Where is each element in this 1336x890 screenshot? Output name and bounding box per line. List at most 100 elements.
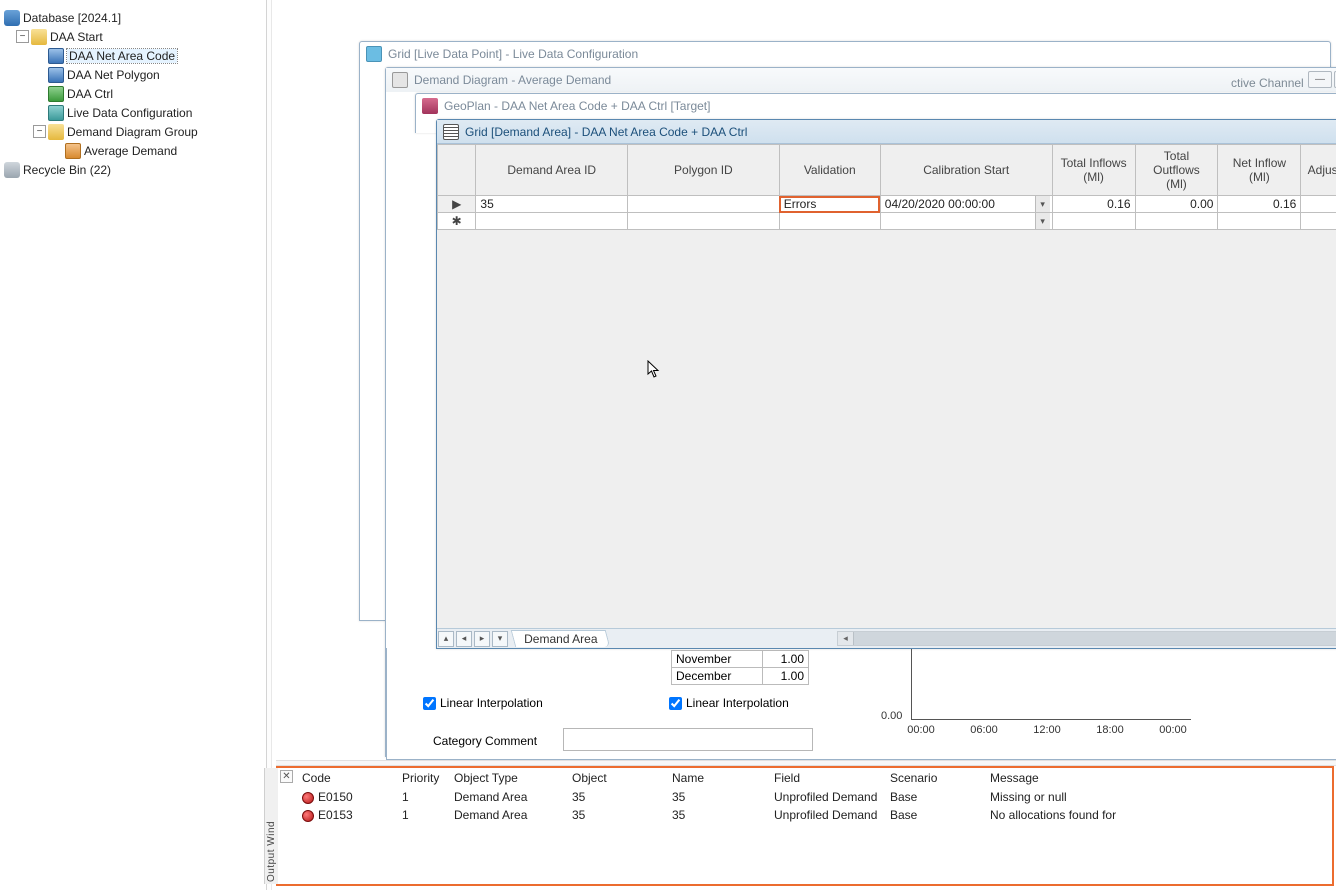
out-object-type: Demand Area bbox=[448, 806, 566, 824]
window-live-data-title-text: Grid [Live Data Point] - Live Data Confi… bbox=[388, 47, 638, 61]
out-object: 35 bbox=[566, 788, 666, 806]
cell-empty[interactable] bbox=[476, 213, 628, 230]
tree-live-data-cfg[interactable]: Live Data Configuration bbox=[4, 103, 266, 122]
col-validation[interactable]: Validation bbox=[779, 145, 880, 196]
window-grid-demand-area[interactable]: Grid [Demand Area] - DAA Net Area Code +… bbox=[436, 119, 1336, 649]
row-indicator-current[interactable]: ▶ bbox=[438, 196, 476, 213]
wifi-icon bbox=[366, 46, 382, 62]
window-grid-title[interactable]: Grid [Demand Area] - DAA Net Area Code +… bbox=[437, 120, 1336, 144]
cell-empty[interactable] bbox=[628, 213, 780, 230]
month-value[interactable]: 1.00 bbox=[763, 651, 809, 668]
out-col-scenario[interactable]: Scenario bbox=[884, 768, 984, 788]
grid-body: Demand Area ID Polygon ID Validation Cal… bbox=[437, 144, 1336, 628]
tree-ctrl-label: DAA Ctrl bbox=[67, 87, 113, 101]
cell-empty[interactable] bbox=[1301, 213, 1336, 230]
cell-empty-dd[interactable] bbox=[880, 213, 1052, 230]
tree-root[interactable]: Database [2024.1] bbox=[4, 8, 266, 27]
month-value[interactable]: 1.00 bbox=[763, 668, 809, 685]
mdi-area: ctive Channel ▼ Grid [Live Data Point] -… bbox=[276, 0, 1336, 760]
out-col-object-type[interactable]: Object Type bbox=[448, 768, 566, 788]
cell-polygon-id[interactable] bbox=[628, 196, 780, 213]
grid-bottom-bar: ▴ ◂ ▸ ▾ Demand Area ◂ bbox=[437, 628, 1336, 648]
output-close-button[interactable]: ✕ bbox=[280, 770, 293, 783]
folder-icon bbox=[48, 124, 64, 140]
col-adjusted[interactable]: Adjuste bbox=[1301, 145, 1336, 196]
linear-interpolation-checkbox-1[interactable]: Linear Interpolation bbox=[423, 696, 543, 710]
window-live-data-title[interactable]: Grid [Live Data Point] - Live Data Confi… bbox=[360, 42, 1330, 66]
out-col-priority[interactable]: Priority bbox=[396, 768, 448, 788]
out-col-name[interactable]: Name bbox=[666, 768, 768, 788]
cell-total-outflows[interactable]: 0.00 bbox=[1135, 196, 1218, 213]
tree-net-polygon[interactable]: DAA Net Polygon bbox=[4, 65, 266, 84]
output-row[interactable]: E0150 1 Demand Area 35 35 Unprofiled Dem… bbox=[296, 788, 1336, 806]
col-total-outflows[interactable]: Total Outflows (Ml) bbox=[1135, 145, 1218, 196]
cell-empty[interactable] bbox=[1052, 213, 1135, 230]
table-row[interactable]: November 1.00 bbox=[672, 651, 809, 668]
col-calibration-start[interactable]: Calibration Start bbox=[880, 145, 1052, 196]
sheet-tab-label: Demand Area bbox=[524, 632, 597, 646]
out-col-field[interactable]: Field bbox=[768, 768, 884, 788]
collapse-icon[interactable] bbox=[16, 30, 29, 43]
diagram-icon bbox=[65, 143, 81, 159]
output-row[interactable]: E0153 1 Demand Area 35 35 Unprofiled Dem… bbox=[296, 806, 1336, 824]
linear-checkbox[interactable] bbox=[423, 697, 436, 710]
sheet-tab-demand-area[interactable]: Demand Area bbox=[511, 630, 611, 647]
col-demand-area-id[interactable]: Demand Area ID bbox=[476, 145, 628, 196]
cell-demand-area-id[interactable]: 35 bbox=[476, 196, 628, 213]
window-demand-title-text: Demand Diagram - Average Demand bbox=[414, 73, 611, 87]
tree-recycle-bin[interactable]: Recycle Bin (22) bbox=[4, 160, 266, 179]
output-window-tab[interactable]: Output Wind bbox=[264, 768, 278, 884]
out-field: Unprofiled Demand bbox=[768, 788, 884, 806]
col-polygon-id[interactable]: Polygon ID bbox=[628, 145, 780, 196]
tree-avg-demand-label: Average Demand bbox=[84, 144, 177, 158]
row-indicator-new[interactable]: ✱ bbox=[438, 213, 476, 230]
nav-next-button[interactable]: ▸ bbox=[474, 631, 490, 647]
grid-corner[interactable] bbox=[438, 145, 476, 196]
cell-empty[interactable] bbox=[779, 213, 880, 230]
grid-new-row[interactable]: ✱ bbox=[438, 213, 1336, 230]
chart-x-tick: 18:00 bbox=[1096, 724, 1124, 736]
cell-calibration-start[interactable]: 04/20/2020 00:00:00 bbox=[880, 196, 1052, 213]
tree-demand-group[interactable]: Demand Diagram Group bbox=[4, 122, 266, 141]
tree-net-area-code[interactable]: DAA Net Area Code bbox=[4, 46, 266, 65]
demand-area-grid[interactable]: Demand Area ID Polygon ID Validation Cal… bbox=[437, 144, 1336, 230]
cell-net-inflow[interactable]: 0.16 bbox=[1218, 196, 1301, 213]
window-geoplan-title[interactable]: GeoPlan - DAA Net Area Code + DAA Ctrl [… bbox=[416, 94, 1336, 118]
cell-empty[interactable] bbox=[1218, 213, 1301, 230]
linear-checkbox[interactable] bbox=[669, 697, 682, 710]
nav-last-button[interactable]: ▾ bbox=[492, 631, 508, 647]
error-dot-icon bbox=[302, 810, 314, 822]
cell-total-inflows[interactable]: 0.16 bbox=[1052, 196, 1135, 213]
scroll-thumb[interactable] bbox=[853, 632, 1336, 645]
out-col-message[interactable]: Message bbox=[984, 768, 1336, 788]
category-comment-input[interactable] bbox=[563, 728, 813, 751]
col-total-inflows[interactable]: Total Inflows (Ml) bbox=[1052, 145, 1135, 196]
table-row[interactable]: December 1.00 bbox=[672, 668, 809, 685]
diagram-icon bbox=[392, 72, 408, 88]
nav-prev-button[interactable]: ◂ bbox=[456, 631, 472, 647]
out-col-object[interactable]: Object bbox=[566, 768, 666, 788]
tree-daa-start-label: DAA Start bbox=[50, 30, 103, 44]
tree-recycle-bin-label: Recycle Bin (22) bbox=[23, 163, 111, 177]
window-demand-title[interactable]: Demand Diagram - Average Demand bbox=[386, 68, 1336, 92]
month-factors-table: November 1.00 December 1.00 bbox=[671, 650, 809, 685]
tree-root-label: Database [2024.1] bbox=[23, 11, 121, 25]
collapse-icon[interactable] bbox=[33, 125, 46, 138]
linear-interpolation-checkbox-2[interactable]: Linear Interpolation bbox=[669, 696, 789, 710]
cell-empty[interactable] bbox=[1135, 213, 1218, 230]
tree-daa-start[interactable]: DAA Start bbox=[4, 27, 266, 46]
out-col-code[interactable]: Code bbox=[296, 768, 396, 788]
tree-ctrl[interactable]: DAA Ctrl bbox=[4, 84, 266, 103]
scroll-left-icon[interactable]: ◂ bbox=[838, 633, 853, 644]
out-message: No allocations found for bbox=[984, 806, 1336, 824]
horizontal-scrollbar[interactable]: ◂ bbox=[837, 631, 1336, 646]
tree-avg-demand[interactable]: Average Demand bbox=[4, 141, 266, 160]
database-icon bbox=[4, 10, 20, 26]
output-table: Code Priority Object Type Object Name Fi… bbox=[296, 768, 1336, 824]
cell-adjusted[interactable] bbox=[1301, 196, 1336, 213]
grid-row[interactable]: ▶ 35 Errors 04/20/2020 00:00:00 0.16 0.0… bbox=[438, 196, 1336, 213]
nav-first-button[interactable]: ▴ bbox=[438, 631, 454, 647]
col-net-inflow[interactable]: Net Inflow (Ml) bbox=[1218, 145, 1301, 196]
cell-validation[interactable]: Errors bbox=[779, 196, 880, 213]
chart-x-tick: 00:00 bbox=[907, 724, 935, 736]
